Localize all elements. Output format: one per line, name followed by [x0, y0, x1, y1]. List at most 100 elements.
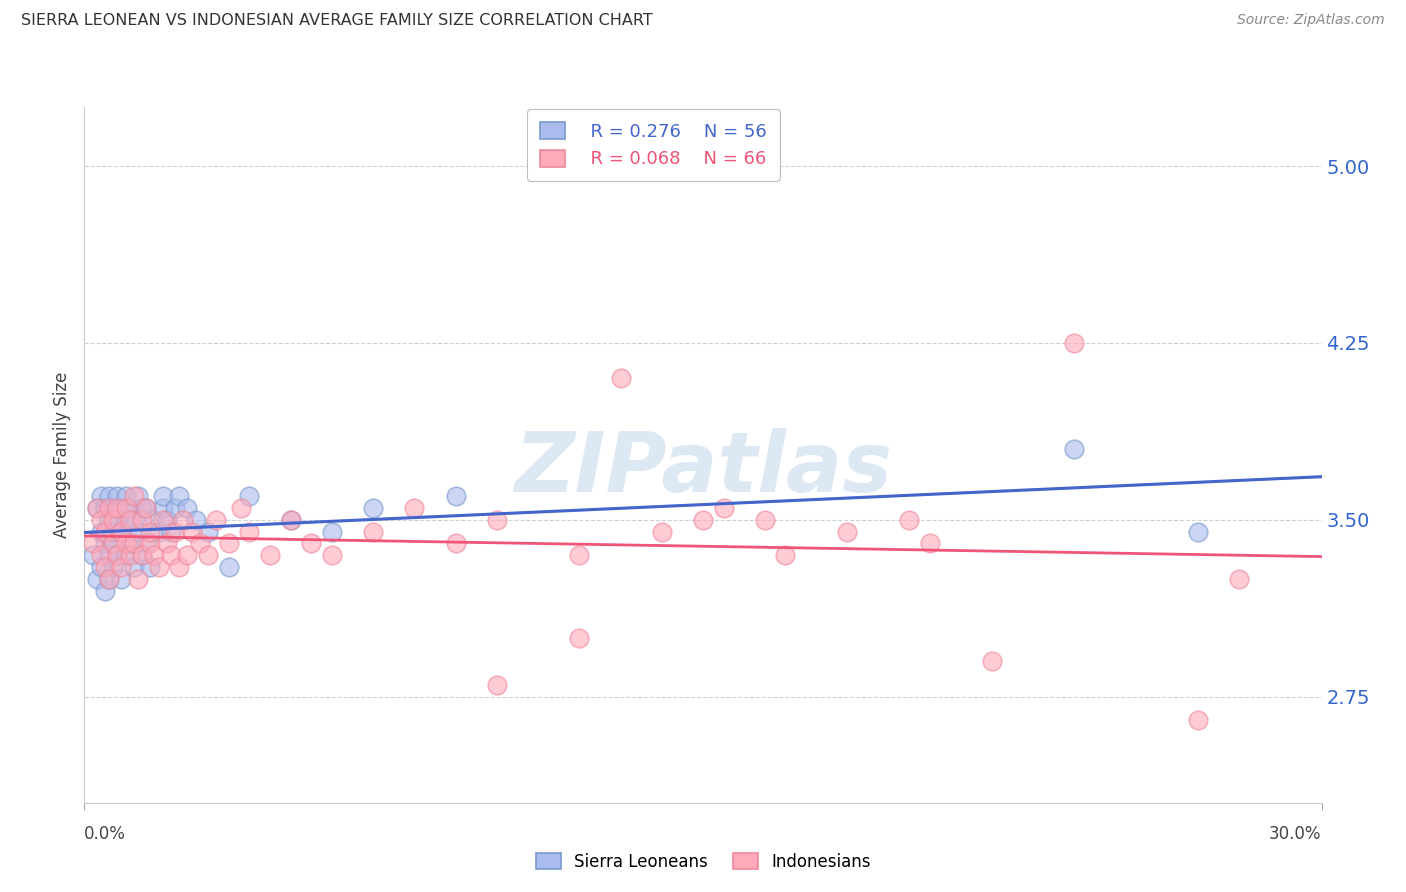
Point — [321, 524, 343, 539]
Point — [176, 500, 198, 515]
Point — [110, 524, 132, 539]
Point — [110, 524, 132, 539]
Point — [98, 572, 121, 586]
Point — [90, 513, 112, 527]
Legend:   R = 0.276    N = 56,   R = 0.068    N = 66: R = 0.276 N = 56, R = 0.068 N = 66 — [527, 109, 780, 181]
Point — [98, 513, 121, 527]
Point — [114, 489, 136, 503]
Point — [1187, 524, 1209, 539]
Point — [94, 583, 117, 598]
Point — [98, 572, 121, 586]
Point — [160, 524, 183, 539]
Point — [898, 513, 921, 527]
Point — [148, 560, 170, 574]
Point — [103, 524, 125, 539]
Point — [152, 500, 174, 515]
Point — [103, 513, 125, 527]
Point — [184, 513, 207, 527]
Point — [143, 513, 166, 527]
Point — [114, 548, 136, 562]
Point — [103, 500, 125, 515]
Point — [444, 489, 467, 503]
Point — [105, 548, 128, 562]
Point — [188, 536, 211, 550]
Point — [205, 513, 228, 527]
Point — [122, 560, 145, 574]
Point — [94, 536, 117, 550]
Text: 0.0%: 0.0% — [84, 825, 127, 843]
Point — [692, 513, 714, 527]
Point — [238, 524, 260, 539]
Point — [86, 572, 108, 586]
Point — [172, 513, 194, 527]
Point — [197, 524, 219, 539]
Point — [229, 500, 252, 515]
Text: 30.0%: 30.0% — [1270, 825, 1322, 843]
Point — [156, 536, 179, 550]
Point — [122, 536, 145, 550]
Point — [110, 500, 132, 515]
Point — [361, 524, 384, 539]
Point — [238, 489, 260, 503]
Point — [103, 536, 125, 550]
Point — [918, 536, 941, 550]
Point — [568, 631, 591, 645]
Point — [131, 500, 153, 515]
Point — [90, 560, 112, 574]
Point — [105, 548, 128, 562]
Point — [131, 548, 153, 562]
Point — [86, 500, 108, 515]
Text: Source: ZipAtlas.com: Source: ZipAtlas.com — [1237, 13, 1385, 28]
Point — [122, 489, 145, 503]
Point — [980, 654, 1002, 668]
Point — [127, 524, 149, 539]
Point — [404, 500, 426, 515]
Point — [180, 524, 202, 539]
Point — [90, 489, 112, 503]
Point — [713, 500, 735, 515]
Point — [165, 524, 187, 539]
Point — [139, 536, 162, 550]
Point — [259, 548, 281, 562]
Point — [1227, 572, 1250, 586]
Point — [131, 548, 153, 562]
Point — [82, 548, 104, 562]
Point — [94, 500, 117, 515]
Point — [98, 500, 121, 515]
Point — [361, 500, 384, 515]
Point — [837, 524, 859, 539]
Point — [165, 500, 187, 515]
Text: SIERRA LEONEAN VS INDONESIAN AVERAGE FAMILY SIZE CORRELATION CHART: SIERRA LEONEAN VS INDONESIAN AVERAGE FAM… — [21, 13, 652, 29]
Point — [775, 548, 797, 562]
Point — [167, 489, 190, 503]
Point — [94, 524, 117, 539]
Point — [568, 548, 591, 562]
Point — [299, 536, 322, 550]
Point — [103, 560, 125, 574]
Point — [90, 548, 112, 562]
Point — [754, 513, 776, 527]
Point — [156, 513, 179, 527]
Point — [114, 536, 136, 550]
Point — [105, 500, 128, 515]
Point — [114, 513, 136, 527]
Point — [139, 560, 162, 574]
Point — [139, 524, 162, 539]
Point — [122, 513, 145, 527]
Point — [160, 548, 183, 562]
Point — [98, 548, 121, 562]
Point — [1063, 335, 1085, 350]
Point — [127, 489, 149, 503]
Point — [98, 489, 121, 503]
Point — [105, 513, 128, 527]
Y-axis label: Average Family Size: Average Family Size — [53, 372, 72, 538]
Point — [143, 548, 166, 562]
Point — [118, 536, 141, 550]
Point — [110, 560, 132, 574]
Point — [152, 513, 174, 527]
Point — [1187, 713, 1209, 727]
Point — [118, 548, 141, 562]
Point — [280, 513, 302, 527]
Point — [131, 513, 153, 527]
Point — [280, 513, 302, 527]
